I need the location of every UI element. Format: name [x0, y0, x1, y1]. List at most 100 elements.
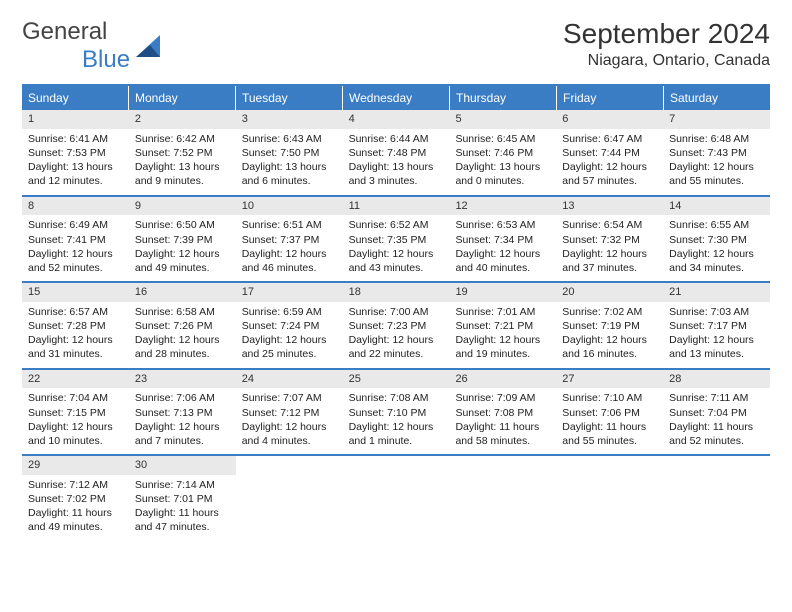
day-number: 21	[663, 283, 770, 302]
sunset: Sunset: 7:50 PM	[242, 146, 337, 160]
sunrise: Sunrise: 6:59 AM	[242, 305, 337, 319]
sunset: Sunset: 7:26 PM	[135, 319, 230, 333]
day-number: 13	[556, 197, 663, 216]
day-content: Sunrise: 6:48 AMSunset: 7:43 PMDaylight:…	[663, 129, 770, 195]
dow-header: Tuesday	[236, 86, 343, 110]
sunset: Sunset: 7:43 PM	[669, 146, 764, 160]
week-row: 15Sunrise: 6:57 AMSunset: 7:28 PMDayligh…	[22, 281, 770, 368]
day-number: 18	[343, 283, 450, 302]
day-cell: 18Sunrise: 7:00 AMSunset: 7:23 PMDayligh…	[343, 283, 450, 368]
logo-general: General	[22, 18, 107, 45]
sunrise: Sunrise: 6:51 AM	[242, 218, 337, 232]
day-cell: 10Sunrise: 6:51 AMSunset: 7:37 PMDayligh…	[236, 197, 343, 282]
day-number: 10	[236, 197, 343, 216]
day-content: Sunrise: 6:57 AMSunset: 7:28 PMDaylight:…	[22, 302, 129, 368]
day-content: Sunrise: 7:09 AMSunset: 7:08 PMDaylight:…	[449, 388, 556, 454]
day-number: 26	[449, 370, 556, 389]
daylight: Daylight: 12 hours and 55 minutes.	[669, 160, 764, 188]
day-number: 3	[236, 110, 343, 129]
day-number: 2	[129, 110, 236, 129]
day-cell	[556, 456, 663, 541]
day-number: 4	[343, 110, 450, 129]
sail-icon	[134, 31, 164, 62]
sunrise: Sunrise: 6:52 AM	[349, 218, 444, 232]
day-number: 6	[556, 110, 663, 129]
daylight: Daylight: 11 hours and 55 minutes.	[562, 420, 657, 448]
sunset: Sunset: 7:02 PM	[28, 492, 123, 506]
sunrise: Sunrise: 6:49 AM	[28, 218, 123, 232]
week-row: 22Sunrise: 7:04 AMSunset: 7:15 PMDayligh…	[22, 368, 770, 455]
day-content: Sunrise: 7:07 AMSunset: 7:12 PMDaylight:…	[236, 388, 343, 454]
day-number: 22	[22, 370, 129, 389]
day-number: 30	[129, 456, 236, 475]
day-content: Sunrise: 7:12 AMSunset: 7:02 PMDaylight:…	[22, 475, 129, 541]
day-content: Sunrise: 6:45 AMSunset: 7:46 PMDaylight:…	[449, 129, 556, 195]
day-cell: 5Sunrise: 6:45 AMSunset: 7:46 PMDaylight…	[449, 110, 556, 195]
daylight: Daylight: 12 hours and 40 minutes.	[455, 247, 550, 275]
sunset: Sunset: 7:23 PM	[349, 319, 444, 333]
day-cell: 22Sunrise: 7:04 AMSunset: 7:15 PMDayligh…	[22, 370, 129, 455]
day-number: 29	[22, 456, 129, 475]
day-number: 27	[556, 370, 663, 389]
day-cell: 15Sunrise: 6:57 AMSunset: 7:28 PMDayligh…	[22, 283, 129, 368]
sunset: Sunset: 7:21 PM	[455, 319, 550, 333]
sunset: Sunset: 7:10 PM	[349, 406, 444, 420]
day-cell	[236, 456, 343, 541]
day-cell: 19Sunrise: 7:01 AMSunset: 7:21 PMDayligh…	[449, 283, 556, 368]
location: Niagara, Ontario, Canada	[563, 52, 770, 70]
daylight: Daylight: 12 hours and 13 minutes.	[669, 333, 764, 361]
day-cell: 27Sunrise: 7:10 AMSunset: 7:06 PMDayligh…	[556, 370, 663, 455]
month-title: September 2024	[563, 18, 770, 50]
day-cell	[449, 456, 556, 541]
daylight: Daylight: 11 hours and 47 minutes.	[135, 506, 230, 534]
daylight: Daylight: 12 hours and 4 minutes.	[242, 420, 337, 448]
sunset: Sunset: 7:19 PM	[562, 319, 657, 333]
day-cell: 1Sunrise: 6:41 AMSunset: 7:53 PMDaylight…	[22, 110, 129, 195]
day-content: Sunrise: 7:02 AMSunset: 7:19 PMDaylight:…	[556, 302, 663, 368]
daylight: Daylight: 11 hours and 58 minutes.	[455, 420, 550, 448]
day-content: Sunrise: 6:58 AMSunset: 7:26 PMDaylight:…	[129, 302, 236, 368]
day-content: Sunrise: 6:53 AMSunset: 7:34 PMDaylight:…	[449, 215, 556, 281]
day-number: 1	[22, 110, 129, 129]
sunrise: Sunrise: 7:08 AM	[349, 391, 444, 405]
sunset: Sunset: 7:41 PM	[28, 233, 123, 247]
dow-header: Sunday	[22, 86, 129, 110]
logo-blue: Blue	[82, 46, 130, 73]
sunrise: Sunrise: 6:50 AM	[135, 218, 230, 232]
day-content: Sunrise: 6:41 AMSunset: 7:53 PMDaylight:…	[22, 129, 129, 195]
day-cell: 29Sunrise: 7:12 AMSunset: 7:02 PMDayligh…	[22, 456, 129, 541]
sunset: Sunset: 7:35 PM	[349, 233, 444, 247]
daylight: Daylight: 12 hours and 1 minute.	[349, 420, 444, 448]
day-cell: 30Sunrise: 7:14 AMSunset: 7:01 PMDayligh…	[129, 456, 236, 541]
day-number: 28	[663, 370, 770, 389]
sunrise: Sunrise: 7:14 AM	[135, 478, 230, 492]
daylight: Daylight: 11 hours and 52 minutes.	[669, 420, 764, 448]
day-content: Sunrise: 7:01 AMSunset: 7:21 PMDaylight:…	[449, 302, 556, 368]
sunset: Sunset: 7:24 PM	[242, 319, 337, 333]
day-number: 7	[663, 110, 770, 129]
sunrise: Sunrise: 6:57 AM	[28, 305, 123, 319]
day-content: Sunrise: 7:14 AMSunset: 7:01 PMDaylight:…	[129, 475, 236, 541]
sunset: Sunset: 7:37 PM	[242, 233, 337, 247]
sunset: Sunset: 7:01 PM	[135, 492, 230, 506]
sunset: Sunset: 7:04 PM	[669, 406, 764, 420]
week-row: 29Sunrise: 7:12 AMSunset: 7:02 PMDayligh…	[22, 454, 770, 541]
day-cell: 17Sunrise: 6:59 AMSunset: 7:24 PMDayligh…	[236, 283, 343, 368]
sunrise: Sunrise: 6:54 AM	[562, 218, 657, 232]
sunset: Sunset: 7:52 PM	[135, 146, 230, 160]
day-cell: 21Sunrise: 7:03 AMSunset: 7:17 PMDayligh…	[663, 283, 770, 368]
logo: General Blue	[22, 18, 164, 74]
day-number: 11	[343, 197, 450, 216]
day-content: Sunrise: 7:10 AMSunset: 7:06 PMDaylight:…	[556, 388, 663, 454]
day-cell: 26Sunrise: 7:09 AMSunset: 7:08 PMDayligh…	[449, 370, 556, 455]
sunrise: Sunrise: 7:12 AM	[28, 478, 123, 492]
day-content: Sunrise: 6:42 AMSunset: 7:52 PMDaylight:…	[129, 129, 236, 195]
sunrise: Sunrise: 7:03 AM	[669, 305, 764, 319]
dow-header: Wednesday	[343, 86, 450, 110]
day-cell: 6Sunrise: 6:47 AMSunset: 7:44 PMDaylight…	[556, 110, 663, 195]
sunset: Sunset: 7:15 PM	[28, 406, 123, 420]
dow-header: Saturday	[664, 86, 770, 110]
dow-header: Friday	[557, 86, 664, 110]
day-cell: 2Sunrise: 6:42 AMSunset: 7:52 PMDaylight…	[129, 110, 236, 195]
daylight: Daylight: 12 hours and 28 minutes.	[135, 333, 230, 361]
